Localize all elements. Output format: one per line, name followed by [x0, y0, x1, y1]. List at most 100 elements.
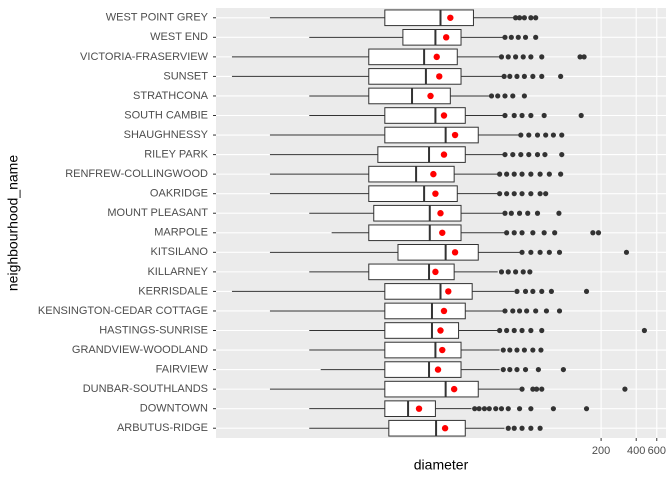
mean [430, 170, 437, 178]
box [384, 400, 436, 418]
outlier [535, 366, 541, 373]
outlier [519, 191, 525, 197]
outlier [508, 210, 514, 216]
outlier [513, 269, 519, 275]
outlier [500, 347, 506, 353]
mean [441, 425, 449, 432]
outlier [546, 249, 552, 255]
outlier [511, 425, 517, 431]
y-tick-label: MOUNT PLEASANT [107, 207, 208, 219]
outlier [518, 132, 524, 138]
outlier [495, 93, 501, 99]
mean [440, 307, 448, 315]
outlier [558, 73, 564, 80]
y-tick-label: SHAUGHNESSY [124, 129, 209, 141]
outlier [504, 230, 510, 236]
outlier [534, 151, 541, 158]
outlier [543, 308, 550, 314]
outlier [502, 112, 508, 119]
box [368, 165, 455, 183]
outlier [537, 171, 543, 177]
mean [440, 151, 448, 158]
outlier [508, 34, 514, 40]
mean [437, 210, 444, 217]
outlier [501, 73, 507, 80]
outlier [520, 54, 526, 60]
outlier [528, 327, 534, 334]
outlier [514, 366, 520, 373]
box [377, 146, 466, 163]
outlier [498, 269, 505, 275]
outlier [502, 151, 508, 158]
outlier [541, 230, 547, 236]
outlier [498, 54, 505, 60]
outlier [505, 54, 511, 60]
outlier [518, 151, 524, 158]
outlier [583, 406, 590, 412]
mean [442, 34, 450, 41]
outlier [539, 54, 545, 60]
mean [450, 385, 458, 393]
mean [451, 249, 459, 256]
outlier [505, 269, 511, 275]
outlier [516, 15, 523, 21]
x-axis-title: diameter [414, 457, 469, 473]
mean [447, 14, 454, 21]
box [368, 185, 458, 202]
box [384, 341, 462, 359]
marks [231, 9, 647, 437]
outlier [519, 171, 525, 177]
outlier [527, 269, 533, 275]
outlier [526, 151, 532, 158]
outlier [578, 112, 584, 119]
outlier [595, 230, 602, 236]
mean [432, 268, 439, 276]
outlier [539, 327, 545, 334]
outlier [511, 171, 517, 177]
outlier [537, 191, 543, 197]
outlier [641, 327, 647, 334]
mean [437, 327, 444, 334]
outlier [520, 269, 526, 275]
outlier [516, 210, 523, 216]
box [368, 87, 451, 105]
outlier [528, 425, 534, 431]
outlier [541, 112, 547, 119]
outlier [514, 347, 520, 353]
outlier [507, 347, 513, 353]
outlier [539, 288, 545, 295]
outlier [522, 366, 529, 373]
outlier [513, 54, 519, 60]
box [368, 224, 462, 242]
outlier [550, 406, 556, 412]
outlier [543, 132, 549, 138]
outlier [519, 112, 525, 119]
box [384, 361, 462, 378]
y-tick-label: FAIRVIEW [156, 363, 209, 375]
y-tick-label: SOUTH CAMBIE [124, 109, 208, 121]
box [368, 263, 455, 281]
box [368, 68, 462, 85]
box [384, 9, 474, 27]
outlier [539, 386, 545, 392]
outlier [560, 366, 566, 373]
outlier [528, 112, 534, 119]
outlier [530, 347, 536, 353]
outlier [533, 15, 539, 21]
y-tick-label: HASTINGS-SUNRISE [99, 324, 208, 336]
outlier [498, 406, 505, 412]
outlier [530, 288, 536, 295]
outlier [590, 230, 596, 236]
outlier [502, 34, 508, 40]
outlier [511, 191, 517, 197]
outlier [577, 54, 583, 60]
y-tick-label: STRATHCONA [133, 90, 209, 102]
outlier [504, 327, 510, 334]
box [384, 283, 473, 300]
outlier [516, 308, 523, 314]
x-tick-label: 200 [592, 445, 610, 457]
y-tick-label: WEST END [150, 31, 208, 43]
outlier [507, 366, 513, 373]
outlier [510, 151, 516, 158]
outlier [528, 249, 534, 255]
